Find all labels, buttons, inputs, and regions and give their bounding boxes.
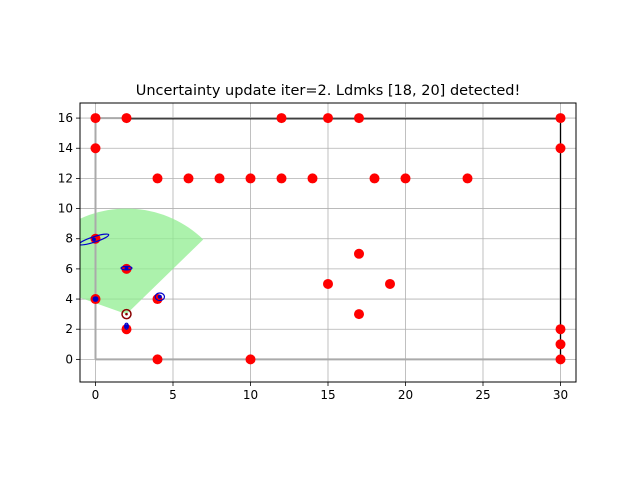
landmark-point xyxy=(555,143,566,154)
sensor-fov-wedge xyxy=(80,208,204,315)
x-axis-ticks: 0 5 10 15 20 25 30 xyxy=(92,382,568,402)
landmark-point xyxy=(214,173,225,184)
estimate-ellipse xyxy=(80,233,110,246)
landmark-point xyxy=(152,354,163,365)
landmark-point xyxy=(245,354,256,365)
landmark-estimates xyxy=(80,233,166,330)
y-tick-label: 4 xyxy=(65,292,73,306)
landmark-point xyxy=(385,278,395,289)
landmark-point xyxy=(323,278,333,289)
estimate-point xyxy=(93,297,98,302)
y-tick-label: 2 xyxy=(65,322,73,336)
estimate-ellipse xyxy=(154,292,166,302)
x-tick-label: 30 xyxy=(553,388,568,402)
y-tick-label: 10 xyxy=(58,202,73,216)
x-tick-label: 20 xyxy=(398,388,413,402)
landmark-point xyxy=(183,173,194,184)
x-tick-label: 25 xyxy=(475,388,490,402)
y-tick-label: 6 xyxy=(65,262,73,276)
landmark-point xyxy=(90,113,101,124)
x-tick-label: 15 xyxy=(320,388,335,402)
robot-marker xyxy=(121,308,132,320)
y-tick-label: 14 xyxy=(58,141,73,155)
y-axis-ticks: 0 2 4 6 8 10 12 14 16 xyxy=(58,111,80,366)
chart-title: Uncertainty update iter=2. Ldmks [18, 20… xyxy=(136,83,521,99)
landmark-point xyxy=(400,173,411,184)
estimate-point xyxy=(91,237,96,242)
y-tick-label: 8 xyxy=(65,232,73,246)
landmark-point xyxy=(354,248,364,259)
estimate-point xyxy=(124,266,129,271)
landmark-point xyxy=(323,113,333,124)
landmark-point xyxy=(121,113,132,124)
landmark-point xyxy=(276,173,287,184)
plot-area xyxy=(80,113,566,365)
landmark-point xyxy=(307,173,318,184)
estimate-ellipse xyxy=(92,296,99,302)
robot-circle xyxy=(121,308,132,320)
y-tick-label: 12 xyxy=(58,171,73,185)
y-tick-label: 16 xyxy=(58,111,73,125)
robot-center xyxy=(125,312,128,316)
landmark-point xyxy=(90,143,101,154)
x-tick-label: 0 xyxy=(92,388,100,402)
landmark-point xyxy=(354,309,364,320)
landmark-point xyxy=(555,339,566,350)
y-tick-label: 0 xyxy=(65,352,73,366)
landmark-point xyxy=(555,354,566,365)
estimate-point xyxy=(157,294,162,299)
landmark-point xyxy=(369,173,380,184)
landmarks xyxy=(90,113,566,365)
landmark-point xyxy=(462,173,473,184)
landmark-point xyxy=(245,173,256,184)
x-tick-label: 5 xyxy=(169,388,177,402)
landmark-point xyxy=(555,324,566,335)
landmark-point xyxy=(354,113,364,124)
landmark-point xyxy=(555,113,566,124)
landmark-point xyxy=(152,173,163,184)
landmark-point xyxy=(276,113,287,124)
estimate-point xyxy=(124,324,129,329)
x-tick-label: 10 xyxy=(243,388,258,402)
